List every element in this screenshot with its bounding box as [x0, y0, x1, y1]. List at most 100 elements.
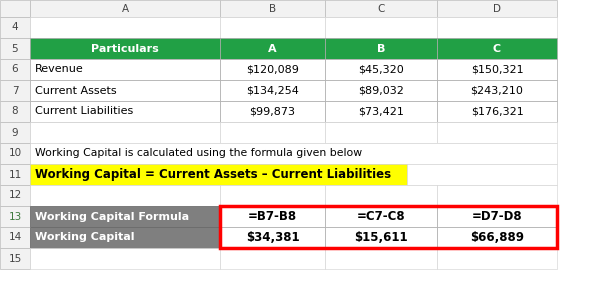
- Text: 11: 11: [8, 169, 22, 180]
- Text: 15: 15: [8, 253, 22, 264]
- Text: $34,381: $34,381: [246, 231, 299, 244]
- Text: 10: 10: [8, 148, 22, 159]
- Text: Revenue: Revenue: [35, 64, 84, 75]
- Bar: [0, 0, 30, 17]
- Bar: [30, 38, 220, 59]
- Bar: [0, 80, 30, 101]
- Text: Working Capital Formula: Working Capital Formula: [35, 212, 189, 221]
- Bar: [0, 143, 30, 164]
- Text: $176,321: $176,321: [471, 107, 523, 116]
- Bar: [0, 101, 30, 122]
- Text: 9: 9: [11, 128, 18, 137]
- Bar: [325, 227, 437, 248]
- Bar: [437, 185, 557, 206]
- Text: 7: 7: [11, 86, 18, 95]
- Bar: [437, 122, 557, 143]
- Text: Working Capital: Working Capital: [35, 233, 134, 242]
- Bar: [325, 80, 437, 101]
- Bar: [30, 80, 220, 101]
- Text: 12: 12: [8, 191, 22, 201]
- Bar: [220, 122, 325, 143]
- Text: 4: 4: [11, 22, 18, 33]
- Bar: [0, 164, 30, 185]
- Text: 6: 6: [11, 64, 18, 75]
- Text: Working Capital = Current Assets – Current Liabilities: Working Capital = Current Assets – Curre…: [35, 168, 391, 181]
- Text: 8: 8: [11, 107, 18, 116]
- Bar: [30, 227, 220, 248]
- Bar: [437, 248, 557, 269]
- Text: =C7-C8: =C7-C8: [357, 210, 405, 223]
- Bar: [437, 0, 557, 17]
- Bar: [437, 38, 557, 59]
- Text: Particulars: Particulars: [91, 43, 159, 54]
- Text: $99,873: $99,873: [249, 107, 296, 116]
- Bar: [30, 0, 220, 17]
- Bar: [325, 122, 437, 143]
- Text: =B7-B8: =B7-B8: [248, 210, 297, 223]
- Bar: [30, 17, 220, 38]
- Bar: [220, 80, 325, 101]
- Text: 5: 5: [11, 43, 18, 54]
- Bar: [220, 248, 325, 269]
- Text: $120,089: $120,089: [246, 64, 299, 75]
- Text: =D7-D8: =D7-D8: [472, 210, 523, 223]
- Bar: [220, 101, 325, 122]
- Bar: [325, 17, 437, 38]
- Bar: [0, 248, 30, 269]
- Bar: [0, 185, 30, 206]
- Text: $150,321: $150,321: [471, 64, 523, 75]
- Bar: [325, 59, 437, 80]
- Bar: [437, 17, 557, 38]
- Bar: [0, 122, 30, 143]
- Bar: [30, 248, 220, 269]
- Bar: [325, 0, 437, 17]
- Bar: [437, 206, 557, 227]
- Bar: [30, 122, 220, 143]
- Bar: [437, 80, 557, 101]
- Text: $45,320: $45,320: [358, 64, 404, 75]
- Bar: [30, 101, 220, 122]
- Bar: [437, 101, 557, 122]
- Text: $15,611: $15,611: [354, 231, 408, 244]
- Text: C: C: [493, 43, 501, 54]
- Text: D: D: [493, 3, 501, 14]
- Text: A: A: [268, 43, 277, 54]
- Bar: [220, 206, 557, 248]
- Text: 14: 14: [8, 233, 22, 242]
- Bar: [220, 59, 325, 80]
- Bar: [30, 206, 220, 227]
- Text: Current Assets: Current Assets: [35, 86, 117, 95]
- Text: Working Capital is calculated using the formula given below: Working Capital is calculated using the …: [35, 148, 362, 159]
- Bar: [407, 164, 557, 185]
- Text: Current Liabilities: Current Liabilities: [35, 107, 133, 116]
- Bar: [220, 17, 325, 38]
- Bar: [325, 38, 437, 59]
- Text: $66,889: $66,889: [470, 231, 524, 244]
- Text: B: B: [377, 43, 385, 54]
- Bar: [220, 38, 325, 59]
- Bar: [325, 101, 437, 122]
- Bar: [0, 227, 30, 248]
- Text: $73,421: $73,421: [358, 107, 404, 116]
- Bar: [325, 248, 437, 269]
- Bar: [325, 185, 437, 206]
- Text: $134,254: $134,254: [246, 86, 299, 95]
- Text: $89,032: $89,032: [358, 86, 404, 95]
- Text: $243,210: $243,210: [471, 86, 523, 95]
- Bar: [30, 59, 220, 80]
- Bar: [220, 0, 325, 17]
- Text: 13: 13: [8, 212, 22, 221]
- Text: A: A: [122, 3, 129, 14]
- Bar: [437, 59, 557, 80]
- Bar: [0, 17, 30, 38]
- Bar: [220, 227, 325, 248]
- Text: B: B: [269, 3, 276, 14]
- Bar: [220, 185, 325, 206]
- Bar: [0, 59, 30, 80]
- Text: C: C: [377, 3, 385, 14]
- Bar: [0, 206, 30, 227]
- Bar: [437, 227, 557, 248]
- Bar: [325, 206, 437, 227]
- Bar: [30, 185, 220, 206]
- Bar: [30, 164, 407, 185]
